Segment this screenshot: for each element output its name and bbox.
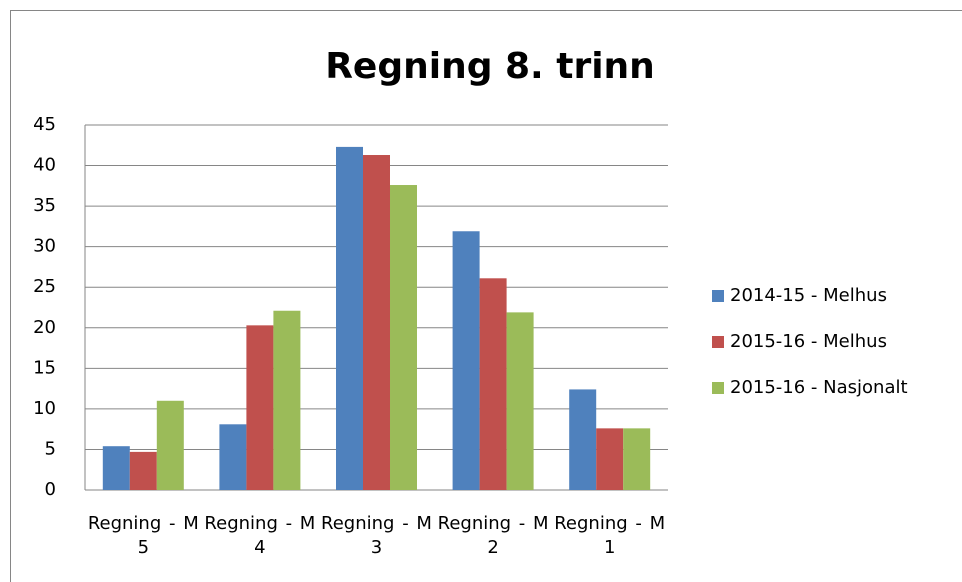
legend-swatch [712, 382, 724, 394]
legend-swatch [712, 336, 724, 348]
bar [129, 451, 157, 490]
bar [479, 278, 507, 490]
x-tick-label: Regning - M 3 [321, 513, 432, 558]
y-tick-label: 25 [33, 276, 56, 297]
bar [623, 428, 651, 490]
bar [390, 185, 417, 490]
chart-title: Regning 8. trinn [325, 46, 655, 87]
bar [102, 446, 130, 490]
x-tick-label: Regning - M 5 [87, 513, 199, 558]
y-tick-label: 10 [33, 398, 56, 419]
bar [156, 400, 184, 490]
y-tick-label: 0 [45, 479, 56, 500]
legend-label: 2015-16 - Melhus [730, 331, 887, 352]
y-tick-label: 40 [33, 155, 56, 176]
x-tick-label: Regning - M 4 [204, 513, 316, 558]
bar [273, 310, 301, 490]
y-tick-label: 30 [33, 236, 56, 257]
legend-label: 2014-15 - Melhus [730, 285, 887, 306]
y-tick-label: 35 [33, 195, 56, 216]
legend-swatch [712, 290, 724, 302]
legend-label: 2015-16 - Nasjonalt [730, 377, 908, 398]
x-tick-label: Regning - M 1 [554, 513, 666, 558]
bar [452, 231, 480, 490]
bar [569, 389, 597, 490]
y-tick-label: 15 [33, 357, 56, 378]
bar [219, 424, 247, 490]
y-tick-label: 20 [33, 317, 56, 338]
bar [246, 325, 274, 490]
bar [506, 312, 534, 490]
bar [336, 146, 363, 490]
x-tick-label: Regning - M 2 [437, 513, 549, 558]
bar [596, 428, 624, 490]
y-tick-label: 5 [45, 438, 56, 459]
y-tick-label: 45 [33, 114, 56, 135]
bar [363, 155, 390, 490]
